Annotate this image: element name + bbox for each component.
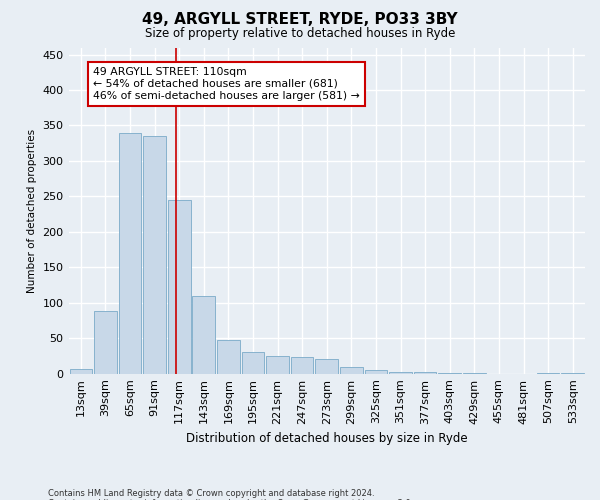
Bar	[193, 296, 215, 374]
Y-axis label: Number of detached properties: Number of detached properties	[27, 128, 37, 292]
Bar	[316, 360, 338, 374]
Bar	[242, 352, 265, 374]
Bar	[340, 366, 362, 374]
Bar	[365, 370, 387, 374]
Bar	[143, 136, 166, 374]
Bar	[389, 372, 412, 374]
Bar	[291, 358, 313, 374]
X-axis label: Distribution of detached houses by size in Ryde: Distribution of detached houses by size …	[186, 432, 467, 445]
Bar	[217, 340, 240, 374]
Bar	[70, 370, 92, 374]
Bar	[439, 373, 461, 374]
Bar	[562, 373, 584, 374]
Bar	[414, 372, 436, 374]
Text: 49 ARGYLL STREET: 110sqm
← 54% of detached houses are smaller (681)
46% of semi-: 49 ARGYLL STREET: 110sqm ← 54% of detach…	[93, 68, 360, 100]
Bar	[463, 373, 485, 374]
Text: Size of property relative to detached houses in Ryde: Size of property relative to detached ho…	[145, 28, 455, 40]
Bar	[537, 373, 559, 374]
Text: Contains public sector information licensed under the Open Government Licence v3: Contains public sector information licen…	[48, 498, 413, 500]
Bar	[266, 356, 289, 374]
Text: Contains HM Land Registry data © Crown copyright and database right 2024.: Contains HM Land Registry data © Crown c…	[48, 488, 374, 498]
Text: 49, ARGYLL STREET, RYDE, PO33 3BY: 49, ARGYLL STREET, RYDE, PO33 3BY	[142, 12, 458, 28]
Bar	[94, 312, 117, 374]
Bar	[168, 200, 191, 374]
Bar	[119, 132, 142, 374]
